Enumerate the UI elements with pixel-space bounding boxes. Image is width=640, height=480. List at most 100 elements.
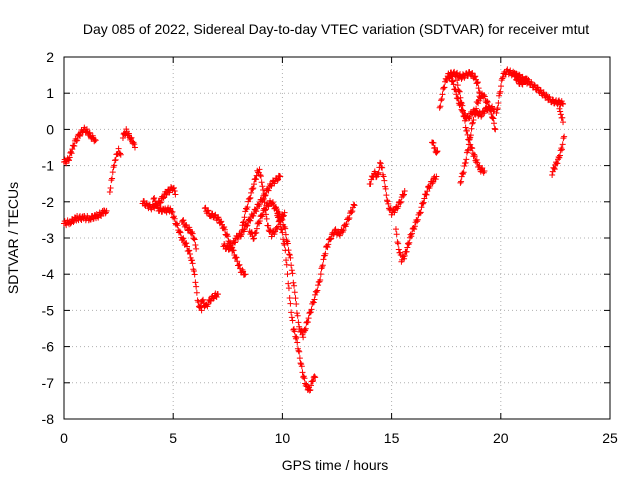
data-point — [304, 319, 311, 326]
data-point — [111, 162, 118, 169]
data-point — [71, 143, 78, 150]
data-point — [236, 261, 243, 268]
data-point — [288, 309, 295, 316]
data-point — [193, 245, 200, 252]
data-point — [512, 72, 519, 79]
data-point — [198, 307, 205, 314]
data-point — [289, 270, 296, 277]
data-point — [248, 229, 255, 236]
data-point — [449, 78, 456, 85]
data-point — [220, 225, 227, 232]
data-point — [559, 100, 566, 107]
data-point — [489, 115, 496, 122]
data-point — [458, 99, 465, 106]
data-point — [200, 296, 207, 303]
data-point — [245, 198, 252, 205]
data-point — [431, 144, 438, 151]
data-point — [438, 95, 445, 102]
data-point — [469, 120, 476, 127]
axis-ticks — [63, 56, 611, 420]
data-point — [313, 289, 320, 296]
data-point — [405, 241, 412, 248]
data-point — [408, 233, 415, 240]
data-point — [192, 279, 199, 286]
data-point — [240, 219, 247, 226]
data-point — [160, 194, 167, 201]
data-point — [518, 80, 525, 87]
data-point — [471, 74, 478, 81]
data-point — [239, 266, 246, 273]
data-point — [419, 200, 426, 207]
data-point — [308, 306, 315, 313]
data-point — [244, 222, 251, 229]
data-point — [251, 181, 258, 188]
data-point — [260, 195, 267, 202]
data-point — [191, 236, 198, 243]
data-point — [312, 374, 319, 381]
data-point — [561, 133, 568, 140]
data-point — [319, 262, 326, 269]
data-point — [340, 227, 347, 234]
data-point — [458, 178, 465, 185]
x-tick-label: 0 — [60, 430, 68, 446]
data-point — [109, 169, 116, 176]
data-point — [299, 331, 306, 338]
data-point — [416, 210, 423, 217]
data-point — [401, 252, 408, 259]
data-point — [115, 145, 122, 152]
data-point — [468, 70, 475, 77]
data-point — [377, 160, 384, 167]
data-point — [490, 115, 497, 122]
data-point — [499, 75, 506, 82]
data-point — [277, 173, 284, 180]
data-point — [324, 244, 331, 251]
data-point — [496, 90, 503, 97]
data-point — [278, 226, 285, 233]
data-point — [507, 67, 514, 74]
data-point — [491, 120, 498, 127]
data-point — [280, 236, 287, 243]
data-point — [263, 215, 270, 222]
data-point — [291, 289, 298, 296]
data-point — [117, 151, 124, 158]
data-point — [258, 212, 265, 219]
data-point — [400, 191, 407, 198]
data-point — [287, 254, 294, 261]
data-point — [465, 141, 472, 148]
data-point — [232, 239, 239, 246]
data-point — [172, 191, 179, 198]
data-point — [375, 171, 382, 178]
data-point — [291, 282, 298, 289]
data-point — [432, 176, 439, 183]
data-point — [434, 148, 441, 155]
data-point — [275, 213, 282, 220]
data-point — [470, 116, 477, 123]
data-point — [392, 226, 399, 233]
data-point — [492, 126, 499, 133]
data-point — [282, 231, 289, 238]
data-point — [276, 217, 283, 224]
data-point — [179, 217, 186, 224]
data-point — [213, 293, 220, 300]
data-point — [465, 146, 472, 153]
data-point — [279, 229, 286, 236]
data-point — [153, 203, 160, 210]
y-tick-label: 2 — [46, 49, 54, 65]
data-point — [237, 233, 244, 240]
data-point — [197, 304, 204, 311]
data-point — [287, 300, 294, 307]
data-point — [238, 228, 245, 235]
data-point — [255, 219, 262, 226]
data-point — [174, 222, 181, 229]
data-point — [204, 207, 211, 214]
y-tick-label: -2 — [42, 194, 55, 210]
data-point — [261, 199, 268, 206]
data-point — [131, 144, 138, 151]
data-point — [109, 175, 116, 182]
data-point — [273, 224, 280, 231]
data-point — [460, 109, 467, 116]
data-point — [380, 173, 387, 180]
data-point — [277, 225, 284, 232]
x-tick-label: 5 — [169, 430, 177, 446]
data-point — [242, 271, 249, 278]
